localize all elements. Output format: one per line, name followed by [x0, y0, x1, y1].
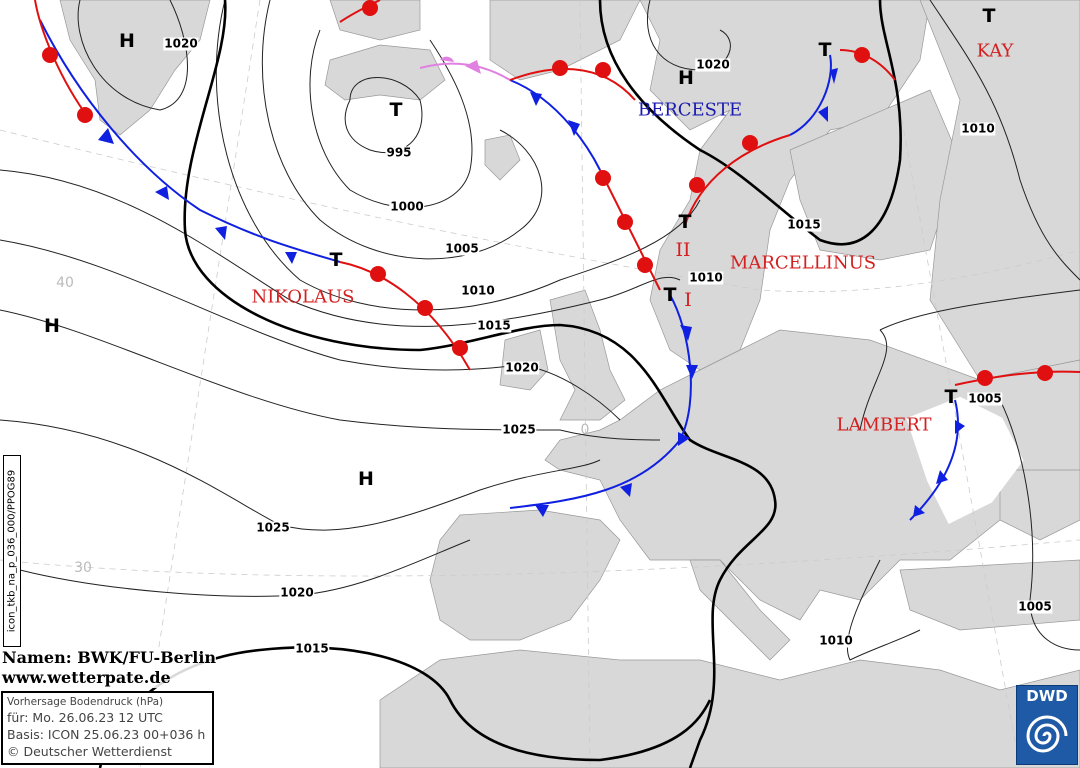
- isobar-label: 1000: [389, 199, 425, 214]
- occlusion-symbols: [440, 56, 481, 74]
- low-pressure-label: T: [389, 99, 403, 121]
- system-name-berceste: BERCESTE: [637, 99, 743, 121]
- info-valid-time: für: Mo. 26.06.23 12 UTC: [7, 710, 163, 725]
- faroe: [484, 134, 521, 181]
- marcellinus-ii-label: II: [675, 239, 691, 261]
- isobar-label: 1015: [294, 641, 330, 656]
- top-warm-front: [339, 0, 381, 23]
- lambert-warm-front: [954, 370, 1080, 386]
- isobars-thin: [0, 0, 1080, 661]
- longitude-label: 0: [580, 422, 590, 438]
- isobar-label: 1020: [279, 585, 315, 600]
- isobar-label: 1020: [163, 36, 199, 51]
- north-cold-front: [509, 79, 601, 171]
- iceland: [324, 44, 446, 101]
- system-name-nikolaus: NIKOLAUS: [251, 286, 355, 308]
- kay-cold-front: [789, 54, 832, 136]
- high-pressure-label: H: [44, 315, 60, 337]
- credit-block: Namen: BWK/FU-Berlin www.wetterpate.de: [2, 648, 217, 688]
- product-code: icon_tkb_na_p_036_000/PPOG89: [6, 469, 18, 633]
- isobar-label: 1020: [695, 57, 731, 72]
- africa: [379, 649, 1080, 768]
- turkey: [899, 559, 1080, 631]
- marcellinus-warm-front: [684, 134, 791, 226]
- lambert-cold-front: [909, 399, 959, 521]
- baltic-finland: [789, 89, 961, 261]
- isobar-label: 1005: [967, 391, 1003, 406]
- isobar-label: 1015: [786, 217, 822, 232]
- russia-east: [919, 0, 1080, 381]
- nikolaus-cold-front: [39, 19, 341, 263]
- system-name-lambert: LAMBERT: [836, 414, 932, 436]
- dwd-logo: DWD: [1016, 685, 1078, 765]
- spiral-icon: [1026, 715, 1068, 753]
- black-sea-shore: [999, 469, 1080, 541]
- isobar-label: 995: [385, 145, 413, 160]
- low-pressure-label: T: [663, 284, 677, 306]
- great-britain: [549, 289, 626, 421]
- cold-front-symbols: [98, 68, 965, 517]
- high-pressure-label: H: [358, 468, 374, 490]
- low-pressure-label: T: [818, 39, 832, 61]
- isobar-label: 1015: [476, 318, 512, 333]
- isobar-label: 1025: [501, 422, 537, 437]
- iberia: [429, 509, 621, 641]
- isobar-label: 1025: [255, 520, 291, 535]
- isobar-label: 1010: [688, 270, 724, 285]
- latitude-label: 40: [56, 275, 74, 291]
- system-name-marcellinus: MARCELLINUS: [729, 252, 877, 274]
- high-pressure-label: H: [119, 30, 135, 52]
- nikolaus-occlusion: [419, 62, 511, 81]
- info-title: Vorhersage Bodendruck (hPa): [7, 696, 164, 708]
- high-pressure-label: H: [678, 67, 694, 89]
- low-pressure-label: T: [329, 249, 343, 271]
- latitude-label: 30: [74, 560, 92, 576]
- system-name-kay: KAY: [976, 40, 1014, 62]
- forecast-info-box: Vorhersage Bodendruck (hPa) für: Mo. 26.…: [1, 691, 214, 765]
- low-pressure-label: T: [982, 5, 996, 27]
- low-pressure-label: T: [944, 386, 958, 408]
- isobar-label: 1005: [444, 241, 480, 256]
- info-copyright: © Deutscher Wetterdienst: [7, 744, 172, 759]
- isobar-label: 1005: [1017, 599, 1053, 614]
- ireland: [499, 329, 549, 391]
- warm-front-symbols: [42, 0, 1053, 386]
- names-credit: Namen: BWK/FU-Berlin: [2, 648, 217, 667]
- svalbard-greenland-east: [329, 0, 421, 41]
- isobar-label: 1020: [504, 360, 540, 375]
- greenland: [59, 0, 211, 136]
- website-link[interactable]: www.wetterpate.de: [2, 668, 171, 687]
- marcellinus-i-label: I: [684, 289, 692, 311]
- isobar-label: 1010: [818, 633, 854, 648]
- isobar-label: 1010: [460, 283, 496, 298]
- product-code-box: icon_tkb_na_p_036_000/PPOG89: [3, 455, 21, 647]
- low-pressure-label: T: [678, 211, 692, 233]
- info-basis: Basis: ICON 25.06.23 00+036 h: [7, 727, 206, 742]
- dwd-logo-text: DWD: [1026, 687, 1068, 705]
- isobar-label: 1010: [960, 121, 996, 136]
- inland-seas: [906, 396, 1024, 525]
